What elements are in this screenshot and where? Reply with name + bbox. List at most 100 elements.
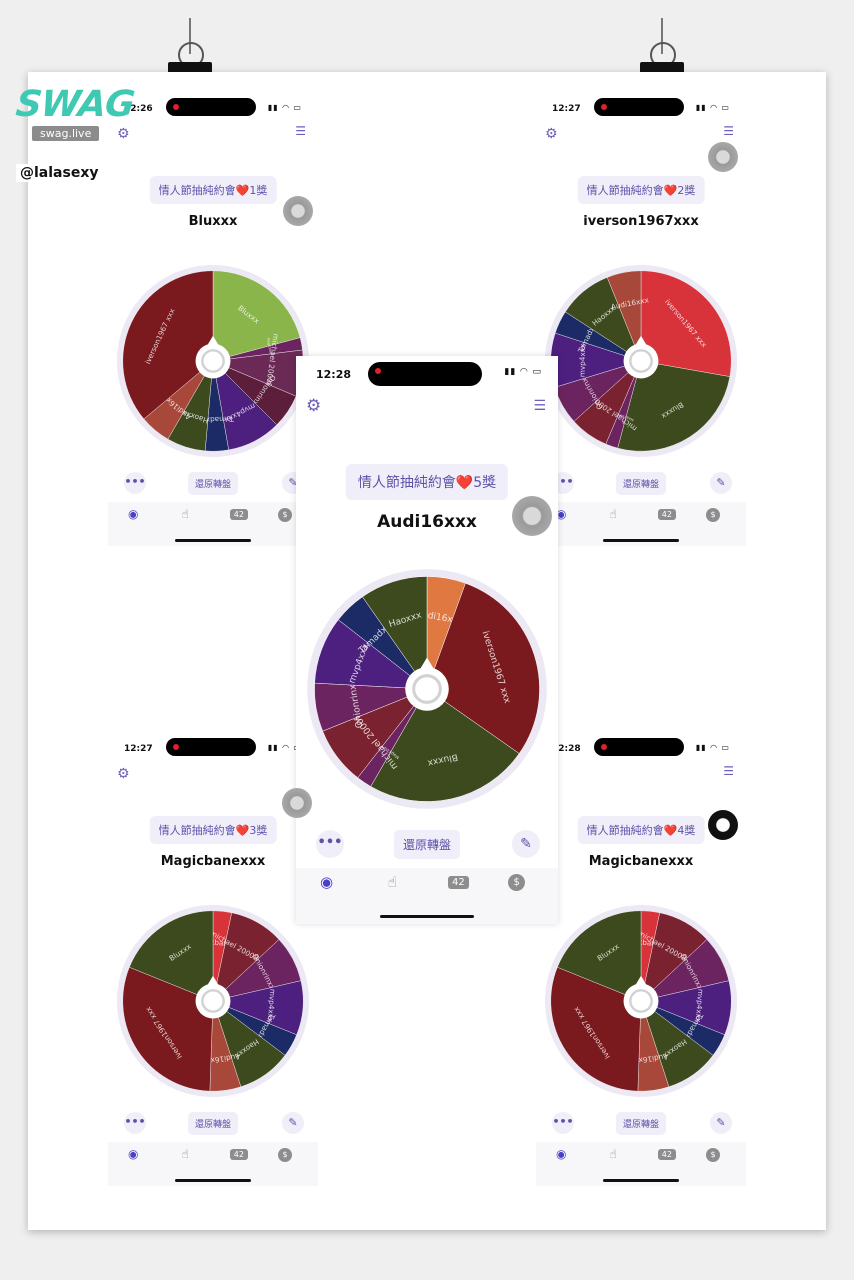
swag-domain: swag.live: [32, 126, 100, 141]
wheel-hub[interactable]: [623, 983, 659, 1019]
creator-handle: @lalasexy: [16, 164, 103, 182]
phone-screen-4: 12:28 ▮▮ ◠ ▭ ⚙ ☰ 情人節抽純約會❤️4獎 Magicbanexx…: [536, 736, 746, 1186]
wheel-segment: [370, 688, 520, 802]
list-icon[interactable]: ☰: [295, 124, 306, 138]
home-indicator: [175, 1179, 251, 1182]
prize-wheel[interactable]: Magicbanexxx michael 200089xxx Onionrinxxx…: [116, 904, 310, 1098]
status-bar: 12:27 ▮▮ ◠ ▭: [108, 736, 318, 762]
tap-tab-icon[interactable]: ☝: [181, 1147, 189, 1161]
prize-label: 情人節抽純約會❤️5獎: [345, 464, 509, 500]
home-indicator: [603, 1179, 679, 1182]
prize-wheel[interactable]: iverson1967 xxx Bluxxx Magicbanexxx michael…: [544, 264, 738, 458]
assistive-touch-button[interactable]: [708, 810, 738, 840]
tap-tab-icon[interactable]: ☝: [609, 507, 617, 521]
status-bar: 12:28 ▮▮ ◠ ▭: [296, 356, 558, 390]
tab-badge-42[interactable]: 42: [657, 509, 676, 520]
wheel-tab-icon[interactable]: ◉: [128, 507, 139, 521]
reset-wheel-button[interactable]: 還原轉盤: [187, 472, 239, 495]
prize-wheel[interactable]: Audi16xxx iverson1967 xxx Bluxxx Magicbanex…: [306, 568, 548, 810]
wheel-segment: [122, 966, 214, 1092]
more-button[interactable]: •••: [552, 1112, 574, 1134]
wheel-tab-icon[interactable]: ◉: [128, 1147, 139, 1161]
wheel-hub[interactable]: [623, 343, 659, 379]
coin-tab-icon[interactable]: $: [278, 508, 293, 522]
coin-tab-icon[interactable]: $: [278, 1148, 293, 1162]
tab-badge-42[interactable]: 42: [229, 509, 248, 520]
tap-tab-icon[interactable]: ☝: [387, 873, 397, 891]
wheel-segment-label: Tamadxxx: [196, 414, 235, 425]
status-time: 12:26: [124, 104, 153, 114]
phone-screen-5: 12:28 ▮▮ ◠ ▭ ⚙ ☰ 情人節抽純約會❤️5獎 Audi16xxx A…: [296, 356, 558, 924]
edit-icon[interactable]: ✎: [710, 1112, 732, 1134]
status-bar: 12:26 ▮▮ ◠ ▭: [108, 96, 318, 122]
wheel-toolbar: ••• 還原轉盤 ✎: [536, 472, 746, 496]
wheel-segment: [550, 966, 642, 1092]
list-icon[interactable]: ☰: [533, 398, 546, 414]
wheel-tab-icon[interactable]: ◉: [320, 873, 334, 891]
settings-gear-icon[interactable]: ⚙: [545, 126, 558, 142]
more-button[interactable]: •••: [316, 830, 344, 858]
settings-gear-icon[interactable]: ⚙: [306, 396, 322, 416]
signal-wifi-battery-icon: ▮▮ ◠ ▭: [504, 367, 542, 377]
wheel-hub[interactable]: [195, 983, 231, 1019]
home-indicator: [175, 539, 251, 542]
coin-tab-icon[interactable]: $: [706, 508, 721, 522]
spin-button-icon[interactable]: [201, 349, 225, 373]
wheel-svg: iverson1967 xxxBluxxxMagicbanexxxmichael…: [544, 264, 738, 458]
reset-wheel-button[interactable]: 還原轉盤: [615, 472, 667, 495]
spin-button-icon[interactable]: [629, 349, 653, 373]
assistive-touch-button[interactable]: [708, 142, 738, 172]
signal-wifi-battery-icon: ▮▮ ◠ ▭: [267, 743, 302, 752]
prize-label: 情人節抽純約會❤️1獎: [149, 176, 277, 204]
prize-wheel[interactable]: Bluxxx Magicbanexxx michael 200089xxx Onion…: [116, 264, 310, 458]
more-button[interactable]: •••: [124, 1112, 146, 1134]
list-icon[interactable]: ☰: [723, 124, 734, 138]
spin-button-icon[interactable]: [201, 989, 225, 1013]
assistive-touch-button[interactable]: [512, 496, 552, 536]
dynamic-island: [166, 738, 256, 756]
winner-name: iverson1967xxx: [583, 214, 699, 229]
spin-button-icon[interactable]: [412, 674, 442, 704]
wheel-toolbar: ••• 還原轉盤 ✎: [536, 1112, 746, 1136]
list-icon[interactable]: ☰: [723, 764, 734, 778]
edit-icon[interactable]: ✎: [282, 1112, 304, 1134]
wheel-segment: [122, 270, 214, 420]
edit-icon[interactable]: ✎: [710, 472, 732, 494]
settings-gear-icon[interactable]: ⚙: [117, 126, 130, 142]
binder-clip-left: [168, 18, 212, 78]
signal-wifi-battery-icon: ▮▮ ◠ ▭: [695, 743, 730, 752]
wheel-pointer: [207, 975, 219, 986]
wheel-hub[interactable]: [195, 343, 231, 379]
coin-tab-icon[interactable]: $: [508, 874, 526, 891]
wheel-segment: [606, 270, 642, 362]
prize-wheel[interactable]: Magicbanexxx michael 200089xxx Onionrinxxx…: [544, 904, 738, 1098]
winner-name: Bluxxx: [188, 214, 238, 229]
reset-wheel-button[interactable]: 還原轉盤: [615, 1112, 667, 1135]
dynamic-island: [594, 98, 684, 116]
tap-tab-icon[interactable]: ☝: [609, 1147, 617, 1161]
edit-icon[interactable]: ✎: [512, 830, 540, 858]
spin-button-icon[interactable]: [629, 989, 653, 1013]
tab-badge-42[interactable]: 42: [229, 1149, 248, 1160]
wheel-segment: [557, 910, 642, 1002]
reset-wheel-button[interactable]: 還原轉盤: [393, 830, 461, 859]
wheel-segment: [362, 576, 428, 690]
coin-tab-icon[interactable]: $: [706, 1148, 721, 1162]
wheel-hub[interactable]: [405, 667, 449, 711]
assistive-touch-button[interactable]: [282, 788, 312, 818]
status-time: 12:28: [316, 368, 352, 381]
wheel-tab-icon[interactable]: ◉: [556, 1147, 567, 1161]
tab-bar: ◉ ☝ 42 $: [108, 502, 318, 546]
tap-tab-icon[interactable]: ☝: [181, 507, 189, 521]
tab-badge-42[interactable]: 42: [447, 876, 469, 889]
status-time: 12:28: [552, 744, 581, 754]
wheel-tab-icon[interactable]: ◉: [556, 507, 567, 521]
more-button[interactable]: •••: [124, 472, 146, 494]
reset-wheel-button[interactable]: 還原轉盤: [187, 1112, 239, 1135]
tab-badge-42[interactable]: 42: [657, 1149, 676, 1160]
settings-gear-icon[interactable]: ⚙: [117, 766, 130, 782]
winner-name: Magicbanexxx: [160, 854, 266, 869]
assistive-touch-button[interactable]: [283, 196, 313, 226]
